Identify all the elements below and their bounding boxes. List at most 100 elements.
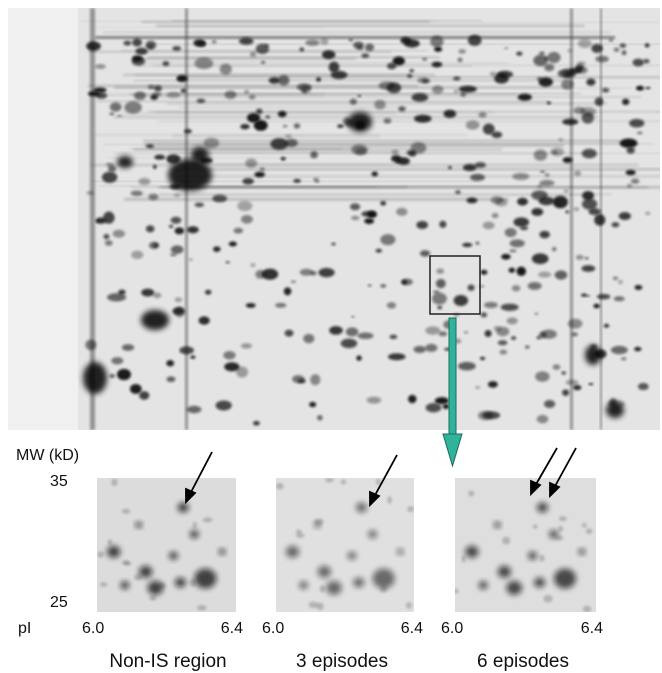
gel-spot [101,171,118,183]
gel-spot [489,71,497,77]
panel-spot [549,530,559,539]
gel-streak [136,57,357,61]
gel-spot [129,383,142,394]
gel-spot [130,190,143,197]
gel-spot [406,150,417,156]
gel-spots [80,8,660,430]
gel-spot [516,51,523,56]
gel-spot [504,227,517,238]
panel-spot [177,502,189,513]
gel-spot [109,374,115,378]
gel-spot [547,51,561,64]
gel-spot [438,331,448,337]
gel-streak [570,8,573,430]
gel-spot [204,289,212,295]
panel-spot [532,524,538,529]
gel-spot [618,212,631,221]
gel-spot [186,405,202,414]
pi-right: 6.4 [221,620,243,637]
pointer-arrow [189,451,213,495]
panel-caption: 3 episodes [296,651,388,672]
gel-spot [430,35,444,48]
gel-streak [96,100,549,103]
gel-spot [285,134,292,138]
gel-spot [552,247,557,252]
zoom-arrow-head [442,433,463,468]
zoom-box [429,255,481,315]
gel-spot [318,267,335,278]
panel-spot [356,502,368,513]
panel-spot [295,532,305,538]
gel-spot [519,226,529,231]
gel-spot [255,108,263,114]
gel-spot [621,357,627,361]
gel-spot [357,332,374,340]
gel-spot [109,112,115,116]
gel-spot [375,248,382,253]
gel-spot [613,47,620,52]
gel-spot [198,316,210,325]
gel-spot [396,207,408,216]
gel-spot [293,123,301,129]
gel-spot [434,46,443,52]
panel-spot [285,545,300,558]
panel-spot [494,521,501,528]
gel-streak [134,73,412,77]
gel-spot [397,157,410,165]
gel-spot [425,343,438,352]
pointer-arrow [534,447,558,487]
gel-streak [144,143,564,147]
gel-spot [439,220,447,228]
gel-spot [634,346,642,352]
gel-spot [244,89,249,94]
gel-spot [470,173,485,182]
gel-spot [544,173,550,177]
gel-spot [539,230,550,239]
gel-spot [543,400,556,409]
gel-spot [435,278,446,289]
gel-spot [552,364,561,370]
gel-spot [240,123,250,130]
panel-spot [149,595,157,601]
gel-spot [283,287,292,296]
gel-spot [299,47,305,52]
gel-spot [179,346,194,355]
gel-spot [612,276,619,281]
panel-spot [506,580,522,595]
pointer-arrows [185,447,577,508]
gel-spot [169,224,174,228]
panel-spot [189,578,197,587]
gel-spot [371,171,378,177]
gel-spot [259,167,265,171]
panel-spot [465,545,479,558]
gel-spot [539,51,545,56]
gel-streak [129,93,518,96]
gel-spot [538,196,555,206]
panel-spot [340,479,347,485]
gel-spot [380,284,387,288]
gel-streak [140,21,660,24]
gel-spot [170,216,182,224]
panel-spot [536,502,548,513]
gel-spot [561,79,574,90]
gel-spot [224,90,237,100]
gel-spot [297,379,306,384]
gel-spot [305,39,320,46]
pi-left: 6.0 [262,620,284,637]
gel-spot [510,336,517,340]
gel-spot [116,368,131,381]
gel-spot [95,217,107,224]
gel-spot [475,241,480,245]
gel-spot [474,162,486,169]
gel-streak [185,8,188,430]
gel-spot [392,56,405,66]
panel-spot [295,529,302,534]
gel-spot [139,391,150,400]
gel-spot [538,77,553,87]
gel-spot [253,420,260,426]
gel-spot [261,268,279,280]
gel-spot [567,318,583,329]
gel-spot [284,329,294,337]
